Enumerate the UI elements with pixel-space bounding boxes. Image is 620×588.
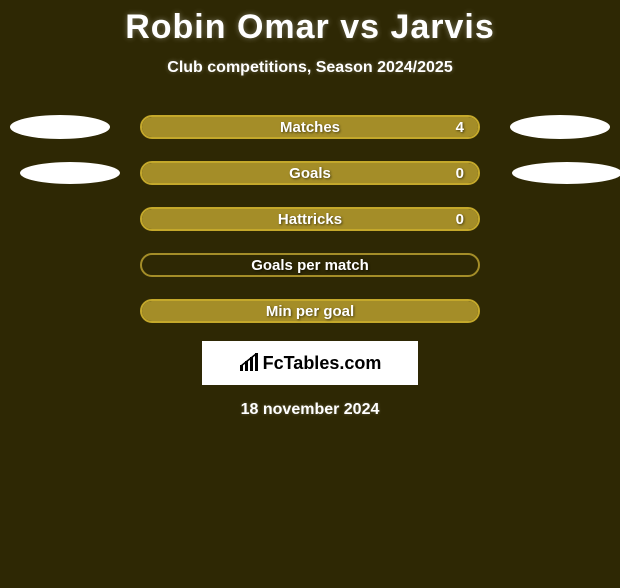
- stat-value: 0: [456, 165, 464, 182]
- stat-row: Goals 0: [0, 161, 620, 185]
- date-label: 18 november 2024: [0, 401, 620, 419]
- stat-row: Hattricks 0: [0, 207, 620, 231]
- logo-box: FcTables.com: [202, 341, 418, 385]
- stat-label: Goals: [289, 165, 331, 182]
- left-marker: [20, 162, 120, 184]
- logo-text: FcTables.com: [263, 353, 382, 374]
- stat-label: Matches: [280, 119, 340, 136]
- stat-label: Goals per match: [251, 257, 369, 274]
- stat-bar: Matches 4: [140, 115, 480, 139]
- right-marker: [512, 162, 620, 184]
- stat-bar: Min per goal: [140, 299, 480, 323]
- stat-value: 0: [456, 211, 464, 228]
- stat-bar: Goals 0: [140, 161, 480, 185]
- stat-bar: Hattricks 0: [140, 207, 480, 231]
- subtitle: Club competitions, Season 2024/2025: [0, 59, 620, 77]
- left-marker: [10, 115, 110, 139]
- stat-row: Min per goal: [0, 299, 620, 323]
- right-marker: [510, 115, 610, 139]
- stat-row: Goals per match: [0, 253, 620, 277]
- page-title: Robin Omar vs Jarvis: [0, 8, 620, 47]
- stats-rows: Matches 4 Goals 0 Hattricks 0 Goals per match M…: [0, 115, 620, 323]
- chart-icon: [239, 353, 261, 373]
- stat-row: Matches 4: [0, 115, 620, 139]
- stat-value: 4: [456, 119, 464, 136]
- stat-bar: Goals per match: [140, 253, 480, 277]
- stat-label: Hattricks: [278, 211, 342, 228]
- stat-label: Min per goal: [266, 303, 354, 320]
